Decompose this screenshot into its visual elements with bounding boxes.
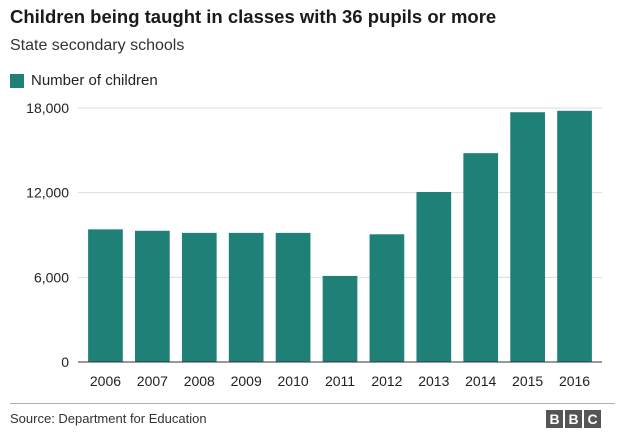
x-tick-label: 2015 xyxy=(512,373,543,389)
bar-2016 xyxy=(557,110,592,362)
x-tick-label: 2016 xyxy=(559,373,590,389)
bar-2007 xyxy=(135,230,170,362)
bar-2013 xyxy=(416,191,452,362)
bar-2014 xyxy=(463,153,499,362)
bbc-logo: B B C xyxy=(546,410,601,428)
y-tick-label: 18,000 xyxy=(26,100,69,116)
chart-subtitle: State secondary schools xyxy=(10,37,185,54)
bar-2012 xyxy=(369,234,405,362)
bar-2009 xyxy=(228,232,264,362)
y-tick-label: 12,000 xyxy=(26,185,69,201)
x-tick-label: 2007 xyxy=(137,373,168,389)
y-tick-label: 6,000 xyxy=(34,269,69,285)
bar-2015 xyxy=(510,112,545,362)
bbc-logo-letter: B xyxy=(546,410,563,428)
legend: Number of children xyxy=(10,72,158,89)
bar-2006 xyxy=(88,229,123,362)
legend-label: Number of children xyxy=(31,72,158,89)
source-note: Source: Department for Education xyxy=(10,411,207,426)
legend-swatch xyxy=(10,73,24,88)
x-tick-label: 2006 xyxy=(90,373,121,389)
x-tick-label: 2012 xyxy=(371,373,402,389)
x-tick-label: 2009 xyxy=(231,373,262,389)
x-tick-label: 2014 xyxy=(465,373,496,389)
y-tick-label: 0 xyxy=(61,354,69,370)
bar-2008 xyxy=(181,232,217,362)
x-tick-label: 2010 xyxy=(278,373,309,389)
x-tick-label: 2008 xyxy=(184,373,215,389)
x-tick-label: 2011 xyxy=(325,373,355,389)
chart-title: Children being taught in classes with 36… xyxy=(10,6,497,27)
x-tick-label: 2013 xyxy=(418,373,449,389)
bar-2010 xyxy=(275,232,311,362)
bar-chart: 0 6,000 12,000 18,000 2006 2007 2008 2009 2010 20… xyxy=(26,100,602,389)
footer-divider xyxy=(10,403,615,404)
bbc-logo-letter: B xyxy=(565,410,582,428)
bar-2011 xyxy=(322,275,358,362)
bbc-logo-letter: C xyxy=(584,410,601,428)
